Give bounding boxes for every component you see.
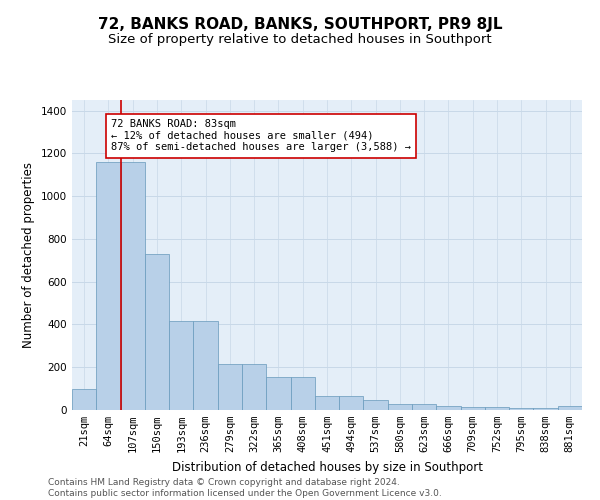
Bar — [558, 406, 582, 410]
Text: Size of property relative to detached houses in Southport: Size of property relative to detached ho… — [108, 32, 492, 46]
Bar — [169, 322, 193, 410]
Text: 72 BANKS ROAD: 83sqm
← 12% of detached houses are smaller (494)
87% of semi-deta: 72 BANKS ROAD: 83sqm ← 12% of detached h… — [111, 119, 411, 152]
Bar — [485, 408, 509, 410]
Bar — [509, 408, 533, 410]
Bar — [364, 400, 388, 410]
Bar — [266, 377, 290, 410]
Bar — [533, 408, 558, 410]
Bar — [96, 162, 121, 410]
Bar — [461, 407, 485, 410]
Text: 72, BANKS ROAD, BANKS, SOUTHPORT, PR9 8JL: 72, BANKS ROAD, BANKS, SOUTHPORT, PR9 8J… — [98, 18, 502, 32]
Bar — [412, 404, 436, 410]
X-axis label: Distribution of detached houses by size in Southport: Distribution of detached houses by size … — [172, 460, 482, 473]
Bar — [388, 404, 412, 410]
Bar — [290, 377, 315, 410]
Bar — [436, 406, 461, 410]
Bar — [121, 162, 145, 410]
Y-axis label: Number of detached properties: Number of detached properties — [22, 162, 35, 348]
Text: Contains HM Land Registry data © Crown copyright and database right 2024.
Contai: Contains HM Land Registry data © Crown c… — [48, 478, 442, 498]
Bar — [242, 364, 266, 410]
Bar — [218, 364, 242, 410]
Bar — [193, 322, 218, 410]
Bar — [145, 254, 169, 410]
Bar — [315, 396, 339, 410]
Bar — [72, 388, 96, 410]
Bar — [339, 396, 364, 410]
